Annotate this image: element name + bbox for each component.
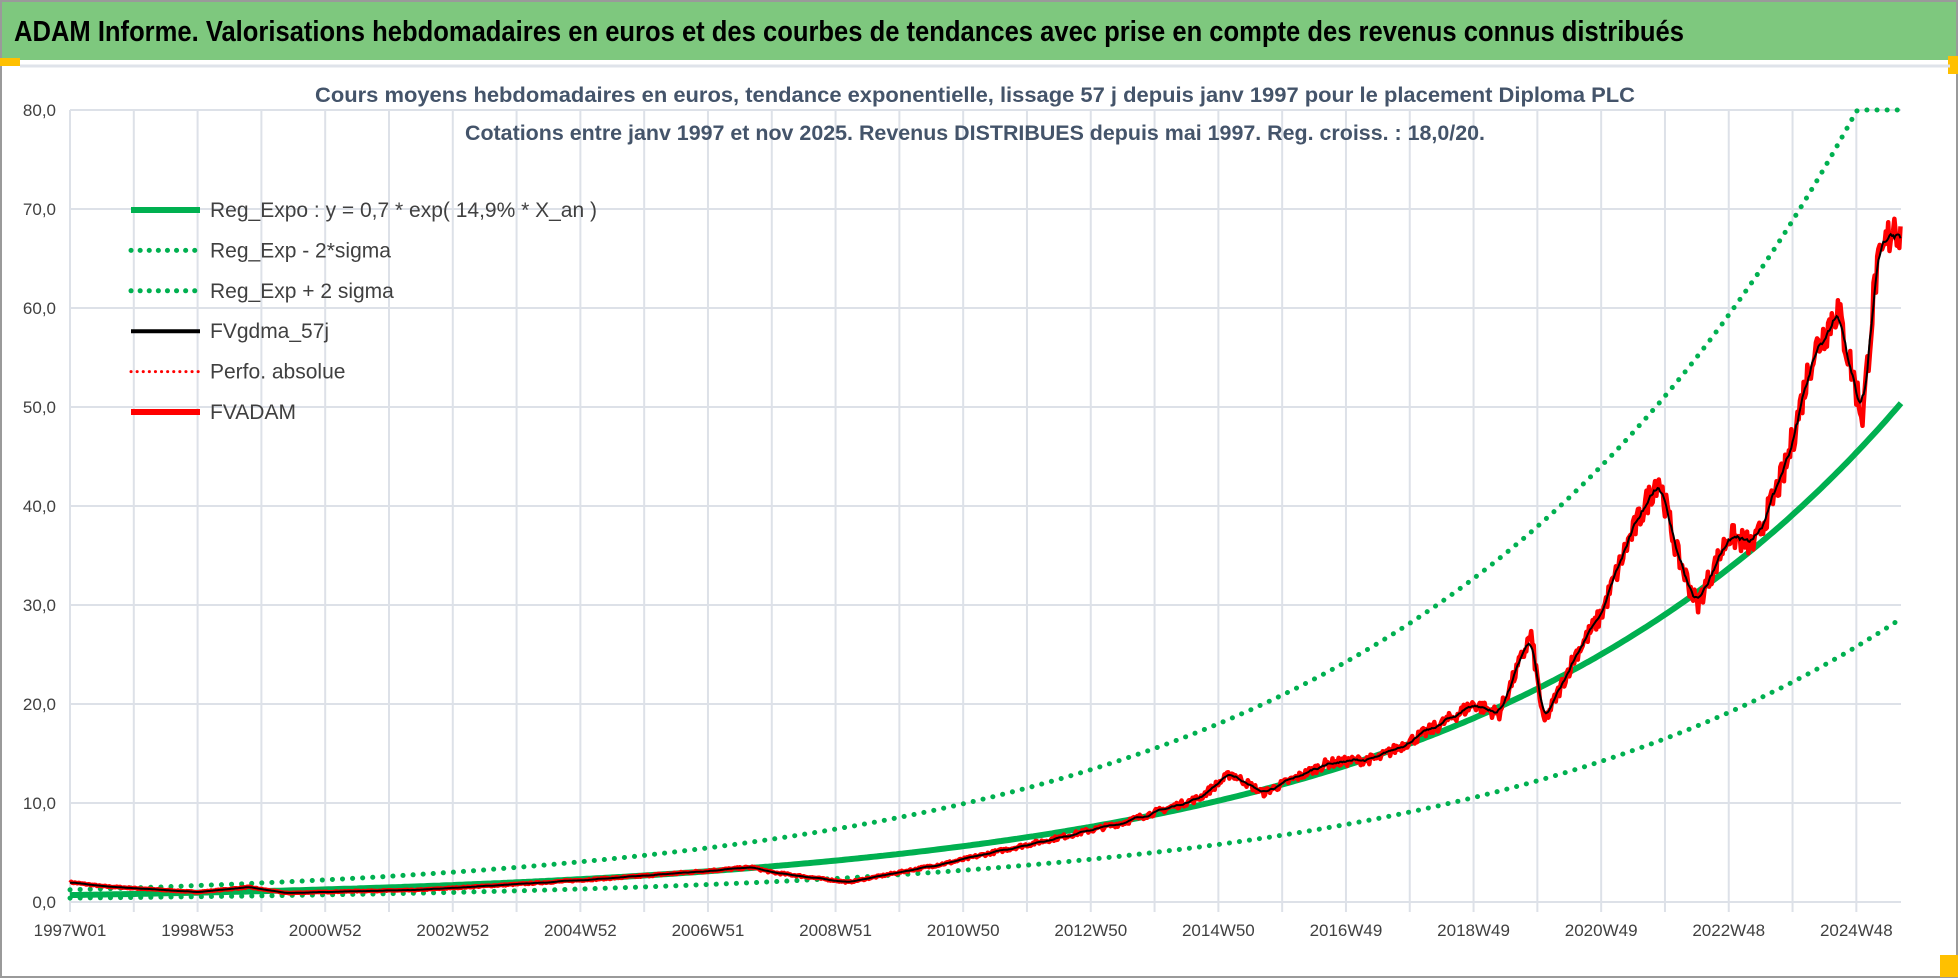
legend-label: Perfo. absolue [210,361,345,384]
x-tick-label: 1997W01 [34,921,107,940]
x-tick-label: 2000W52 [289,921,362,940]
accent-mark-left [0,58,20,66]
legend: Reg_Expo : y = 0,7 * exp( 14,9% * X_an )… [128,199,597,424]
x-tick-label: 2010W50 [927,921,1000,940]
chart-title-line-1: Cours moyens hebdomadaires en euros, ten… [315,84,1635,107]
legend-label: FVADAM [210,401,296,424]
x-tick-label: 2008W51 [799,921,872,940]
y-tick-label: 10,0 [23,794,56,813]
series-layer [67,107,1904,901]
y-tick-label: 70,0 [23,200,56,219]
y-tick-label: 40,0 [23,497,56,516]
header-title: ADAM Informe. Valorisations hebdomadaire… [14,16,1684,48]
x-tick-label: 2020W49 [1565,921,1638,940]
y-tick-label: 50,0 [23,398,56,417]
reg-exp-minus-2sigma-line [67,616,1904,901]
x-tick-label: 2012W50 [1054,921,1127,940]
x-tick-label: 2016W49 [1310,921,1383,940]
y-tick-label: 0,0 [32,893,56,912]
y-tick-label: 30,0 [23,596,56,615]
accent-mark-right [1948,56,1958,74]
x-tick-label: 2014W50 [1182,921,1255,940]
y-tick-label: 20,0 [23,695,56,714]
axes: 0,0 10,0 20,0 30,0 40,0 50,0 60,0 70,0 80,0 1997W… [23,101,1893,940]
legend-label: FVgdma_57j [210,320,329,343]
reg-exp-plus-2sigma-line [67,107,1904,893]
legend-label: Reg_Exp - 2*sigma [210,239,391,262]
reg-expo-line [69,401,1904,899]
legend-label: Reg_Exp + 2 sigma [210,280,394,303]
legend-label: Reg_Expo : y = 0,7 * exp( 14,9% * X_an ) [210,199,597,222]
header-bar [2,2,1956,60]
x-tick-label: 2002W52 [416,921,489,940]
x-tick-label: 1998W53 [161,921,234,940]
accent-mark-bottom [1940,955,1958,977]
grid [69,109,1901,912]
x-tick-label: 2018W49 [1437,921,1510,940]
fvgdma-57j-line [69,232,1902,894]
y-tick-label: 80,0 [23,101,56,120]
x-tick-label: 2004W52 [544,921,617,940]
chart-title-line-2: Cotations entre janv 1997 et nov 2025. R… [465,122,1485,145]
x-tick-label: 2024W48 [1820,921,1893,940]
x-tick-label: 2022W48 [1692,921,1765,940]
x-tick-label: 2006W51 [672,921,745,940]
y-tick-label: 60,0 [23,299,56,318]
